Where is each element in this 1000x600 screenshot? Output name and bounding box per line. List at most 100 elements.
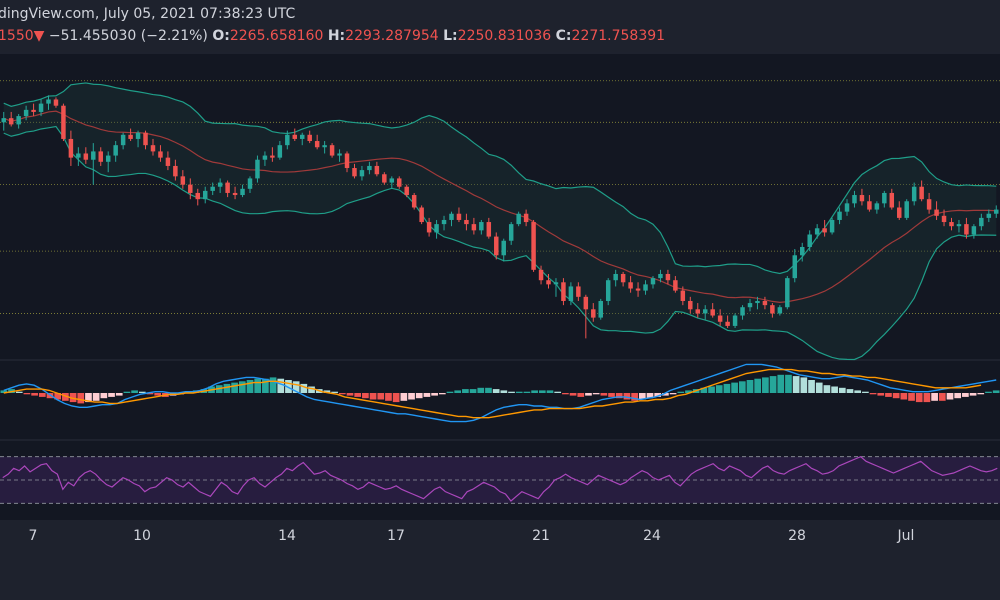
signal-line — [3, 368, 982, 419]
candle-body — [568, 286, 574, 301]
macd-histogram-bar — [915, 393, 923, 403]
candle-body — [120, 134, 126, 146]
candle — [494, 232, 499, 260]
candle-body — [949, 222, 954, 227]
macd-histogram-bar — [254, 378, 262, 393]
macd-histogram-bar — [723, 383, 731, 393]
candle — [762, 296, 768, 310]
macd-histogram-bar — [469, 389, 477, 393]
candle — [800, 242, 805, 262]
macd-histogram-bar — [331, 391, 338, 393]
macd-histogram-bar — [131, 390, 138, 393]
candle — [337, 149, 342, 162]
candle-body — [986, 213, 992, 218]
candle — [643, 280, 648, 295]
macd-histogram-bar — [762, 377, 769, 393]
macd-line — [3, 363, 997, 423]
candle-body — [479, 222, 484, 231]
macd-histogram-bar — [92, 393, 100, 401]
macd-histogram-bar — [862, 391, 869, 393]
macd-histogram-bar — [485, 387, 492, 393]
candle-body — [397, 178, 402, 187]
candle-body — [680, 290, 686, 301]
macd-histogram-bar — [731, 382, 738, 393]
macd-histogram-bar — [769, 376, 777, 393]
macd-histogram-bar — [138, 391, 146, 393]
candle — [605, 278, 611, 306]
candle — [195, 188, 200, 206]
candle-body — [1, 118, 6, 123]
candle-body — [314, 141, 320, 148]
candle — [173, 159, 178, 181]
candle — [61, 103, 66, 142]
candle-body — [113, 145, 118, 156]
candle — [404, 184, 409, 198]
candle-body — [785, 278, 790, 308]
candle-body — [31, 109, 36, 112]
macd-histogram-bar — [746, 380, 754, 393]
candle — [516, 211, 521, 227]
candle-body — [285, 134, 290, 146]
open-label: O: — [212, 28, 230, 44]
candle-body — [613, 273, 618, 281]
candle — [113, 141, 118, 162]
candle-body — [837, 211, 842, 220]
symbol-header: dingView.com, July 05, 2021 07:38:23 UTC… — [0, 0, 1000, 52]
candle — [546, 273, 551, 289]
candle-body — [800, 246, 805, 256]
candle-body — [889, 192, 895, 208]
candle-body — [673, 280, 678, 291]
candle-body — [441, 219, 447, 225]
candle-body — [8, 118, 14, 125]
candle-body — [53, 99, 59, 106]
candle — [591, 303, 596, 322]
candle-body — [971, 226, 977, 235]
candle-body — [382, 174, 387, 183]
macd-histogram-bar — [531, 390, 538, 393]
candle-body — [897, 207, 902, 218]
macd-histogram-bar — [115, 393, 123, 396]
candle — [389, 176, 395, 189]
candle-body — [68, 138, 74, 158]
candle — [344, 151, 350, 173]
macd-histogram-bar — [946, 393, 954, 400]
macd-histogram-bar — [523, 391, 531, 393]
macd-histogram-bar — [454, 390, 462, 393]
macd-histogram-bar — [777, 374, 785, 393]
candle-body — [605, 280, 611, 301]
candle-body — [38, 103, 44, 112]
macd-histogram-bar — [0, 390, 8, 393]
candle-body — [210, 186, 215, 191]
candle — [300, 132, 305, 146]
macd-histogram-bar — [554, 391, 562, 393]
candle — [650, 276, 656, 289]
macd-histogram-bar — [154, 393, 162, 396]
candle — [8, 111, 14, 127]
macd-histogram-bar — [615, 393, 623, 399]
macd-histogram-bar — [323, 390, 331, 393]
x-axis-tick-label: 28 — [788, 528, 806, 544]
candle-body — [770, 305, 775, 314]
macd-histogram-bar — [123, 391, 131, 393]
macd-histogram-bar — [223, 383, 231, 393]
candle-body — [822, 228, 827, 233]
candle-body — [591, 309, 596, 318]
macd-histogram-bar — [62, 393, 69, 401]
macd-histogram-bar — [938, 393, 946, 401]
candle — [814, 224, 820, 239]
candle-body — [710, 309, 715, 316]
macd-histogram-bar — [285, 380, 292, 393]
candle-body — [777, 307, 783, 314]
candle-body — [762, 300, 768, 306]
candle — [882, 190, 887, 208]
candle — [367, 161, 372, 175]
candle — [53, 97, 59, 108]
candle-body — [307, 134, 312, 142]
macd-histogram-bar — [23, 393, 31, 395]
x-axis-tick-label: 14 — [278, 528, 296, 544]
candle — [91, 143, 96, 185]
candle-body — [367, 165, 372, 171]
candle — [994, 205, 999, 218]
macd-histogram-bar — [669, 393, 677, 395]
